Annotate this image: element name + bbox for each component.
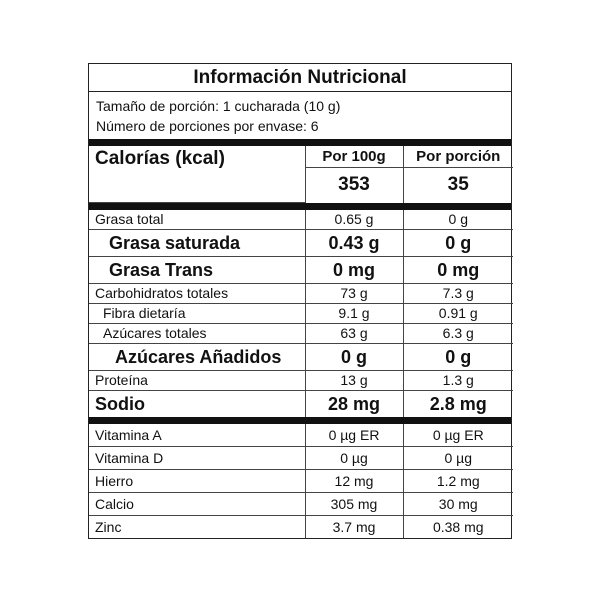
nutrient-per-100g: 0 g: [304, 343, 404, 371]
nutrient-per-100g: 0 mg: [304, 256, 404, 284]
micronutrient-row: Calcio 305 mg 30 mg: [89, 492, 513, 516]
nutrient-per-serving: 2.8 mg: [402, 390, 513, 417]
nutrient-name: Carbohidratos totales: [89, 283, 306, 304]
thick-divider: [89, 203, 511, 210]
nutrient-per-100g: 63 g: [304, 323, 404, 344]
micronutrient-per-serving: 30 mg: [402, 492, 513, 516]
col-header-per-serving: Por porción: [402, 146, 513, 169]
micronutrient-per-100g: 12 mg: [304, 469, 404, 493]
nutrient-per-100g: 0.43 g: [304, 229, 404, 257]
nutrient-row: Carbohidratos totales 73 g 7.3 g: [89, 283, 513, 304]
thick-divider: [89, 139, 511, 146]
col-header-per-100g: Por 100g: [304, 146, 404, 169]
micronutrient-per-100g: 305 mg: [304, 492, 404, 516]
nutrient-row: Grasa Trans 0 mg 0 mg: [89, 256, 513, 284]
nutrient-name: Azúcares totales: [89, 323, 306, 344]
nutrient-row: Grasa total 0.65 g 0 g: [89, 210, 513, 230]
nutrient-row: Proteína 13 g 1.3 g: [89, 370, 513, 391]
micronutrient-per-serving: 0 µg ER: [402, 424, 513, 447]
micronutrient-row: Vitamina A 0 µg ER 0 µg ER: [89, 424, 513, 447]
nutrient-row: Azúcares totales 63 g 6.3 g: [89, 323, 513, 344]
nutrient-row: Sodio 28 mg 2.8 mg: [89, 390, 513, 417]
micronutrient-per-100g: 3.7 mg: [304, 515, 404, 538]
calories-per-serving: 35: [402, 167, 513, 203]
micronutrients-table: Vitamina A 0 µg ER 0 µg ER Vitamina D 0 …: [89, 424, 513, 538]
calories-label: Calorías (kcal): [89, 146, 306, 203]
servings-per-container: Número de porciones por envase: 6: [96, 118, 319, 134]
nutrient-per-100g: 13 g: [304, 370, 404, 391]
micronutrient-per-serving: 0 µg: [402, 446, 513, 470]
serving-size: Tamaño de porción: 1 cucharada (10 g): [96, 98, 341, 114]
nutrient-per-serving: 0 g: [402, 343, 513, 371]
nutrient-name: Grasa total: [89, 210, 306, 230]
micronutrient-name: Vitamina D: [89, 446, 306, 470]
nutrient-per-serving: 1.3 g: [402, 370, 513, 391]
nutrient-name: Fibra dietaría: [89, 303, 306, 324]
micronutrient-name: Zinc: [89, 515, 306, 538]
nutrient-per-serving: 7.3 g: [402, 283, 513, 304]
nutrient-per-serving: 6.3 g: [402, 323, 513, 344]
nutrient-name: Proteína: [89, 370, 306, 391]
micronutrient-row: Vitamina D 0 µg 0 µg: [89, 446, 513, 470]
micronutrient-per-serving: 0.38 mg: [402, 515, 513, 538]
micronutrient-per-serving: 1.2 mg: [402, 469, 513, 493]
nutrient-per-serving: 0 mg: [402, 256, 513, 284]
nutrient-name: Sodio: [89, 390, 306, 417]
nutrient-row: Azúcares Añadidos 0 g 0 g: [89, 343, 513, 371]
label-title: Información Nutricional: [89, 64, 511, 92]
nutrient-row: Fibra dietaría 9.1 g 0.91 g: [89, 303, 513, 324]
nutrients-table: Grasa total 0.65 g 0 g Grasa saturada 0.…: [89, 210, 513, 417]
serving-info: Tamaño de porción: 1 cucharada (10 g) Nú…: [89, 92, 511, 139]
nutrient-row: Grasa saturada 0.43 g 0 g: [89, 229, 513, 257]
nutrition-label: Información Nutricional Tamaño de porció…: [88, 63, 513, 539]
nutrient-name: Grasa Trans: [89, 256, 306, 284]
calories-table: Calorías (kcal) Por 100g Por porción 353…: [89, 146, 513, 203]
thick-divider: [89, 417, 511, 424]
micronutrient-name: Vitamina A: [89, 424, 306, 447]
micronutrient-name: Calcio: [89, 492, 306, 516]
nutrient-per-serving: 0 g: [402, 229, 513, 257]
nutrient-name: Azúcares Añadidos: [89, 343, 306, 371]
nutrient-per-100g: 73 g: [304, 283, 404, 304]
nutrient-per-serving: 0.91 g: [402, 303, 513, 324]
nutrient-per-100g: 9.1 g: [304, 303, 404, 324]
micronutrient-row: Hierro 12 mg 1.2 mg: [89, 469, 513, 493]
micronutrient-name: Hierro: [89, 469, 306, 493]
calories-per-100g: 353: [305, 167, 404, 203]
nutrient-per-100g: 0.65 g: [304, 210, 404, 230]
micronutrient-per-100g: 0 µg ER: [304, 424, 404, 447]
nutrient-name: Grasa saturada: [89, 229, 306, 257]
nutrient-per-serving: 0 g: [402, 210, 513, 230]
nutrient-per-100g: 28 mg: [304, 390, 404, 417]
micronutrient-row: Zinc 3.7 mg 0.38 mg: [89, 515, 513, 538]
micronutrient-per-100g: 0 µg: [304, 446, 404, 470]
